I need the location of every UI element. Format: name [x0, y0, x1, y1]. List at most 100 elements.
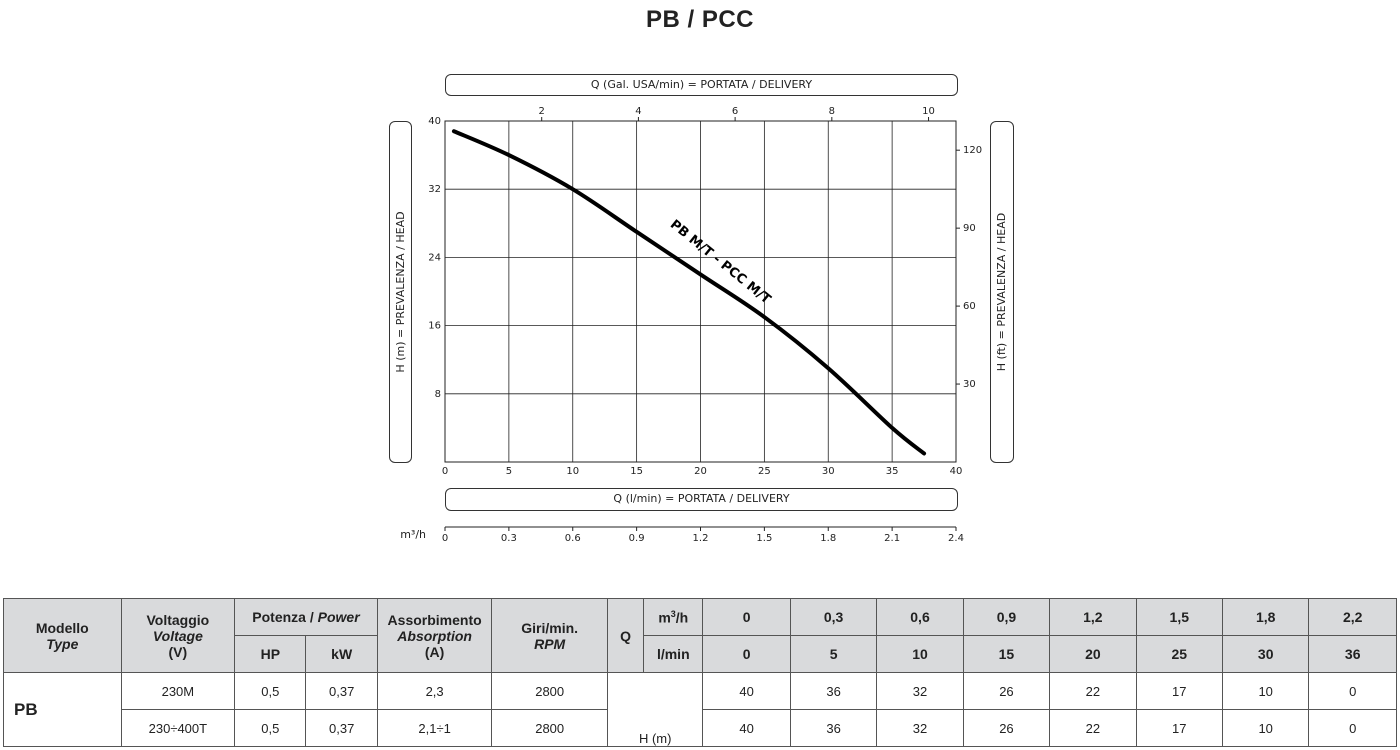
m3h-value: 1,8	[1221, 598, 1310, 636]
x-tick-label: 20	[694, 466, 707, 477]
m3h-tick-label: 1.2	[693, 533, 709, 544]
voltage-cell: 230÷400T	[120, 709, 236, 747]
kw-cell: 0,37	[305, 672, 378, 710]
m3h-tick-label: 0.6	[565, 533, 581, 544]
right-axis-label-box: H (ft) = PREVALENZA / HEAD	[990, 121, 1014, 463]
head-cell: 40	[702, 672, 791, 710]
left-axis-label-box: H (m) = PREVALENZA / HEAD	[389, 121, 412, 463]
right-tick-label: 90	[963, 223, 976, 234]
head-cell: 26	[962, 672, 1051, 710]
plot-frame	[444, 120, 957, 463]
m3h-value: 2,2	[1308, 598, 1397, 636]
kw-cell: 0,37	[305, 709, 378, 747]
rpm-cell: 2800	[491, 672, 608, 710]
top-tick-label: 10	[922, 106, 935, 117]
rpm-header: Giri/min. RPM	[491, 598, 608, 673]
m3h-value: 0,3	[789, 598, 878, 636]
m3h-value: 0	[702, 598, 791, 636]
x-tick-label: 5	[506, 466, 512, 477]
hp-header: HP	[234, 635, 307, 673]
lmin-value: 30	[1221, 635, 1310, 673]
head-cell: 36	[789, 709, 878, 747]
lmin-value: 25	[1135, 635, 1223, 673]
absorption-cell: 2,1÷1	[376, 709, 493, 747]
m3h-tick-label: 1.5	[756, 533, 772, 544]
head-cell: 10	[1221, 709, 1310, 747]
bottom-axis-label: Q (l/min) = PORTATA / DELIVERY	[613, 492, 790, 505]
y-tick-label: 40	[428, 116, 441, 127]
x-tick-label: 35	[886, 466, 899, 477]
top-tick-label: 4	[635, 106, 641, 117]
head-label-cell: H (m)	[606, 672, 704, 747]
top-axis-label-box: Q (Gal. USA/min) = PORTATA / DELIVERY	[445, 74, 958, 96]
hp-cell: 0,5	[234, 672, 307, 710]
lmin-value: 5	[789, 635, 878, 673]
page-title: PB / PCC	[645, 6, 754, 33]
top-tick-label: 8	[829, 106, 835, 117]
m3h-value: 1,2	[1049, 598, 1137, 636]
right-tick-label: 30	[963, 379, 976, 390]
m3h-value: 0,6	[876, 598, 964, 636]
m3h-tick-label: 0	[442, 533, 448, 544]
x-tick-label: 10	[566, 466, 579, 477]
head-cell: 36	[789, 672, 878, 710]
rpm-cell: 2800	[491, 709, 608, 747]
right-tick-label: 60	[963, 301, 976, 312]
head-cell: 26	[962, 709, 1051, 747]
head-cell: 0	[1308, 709, 1397, 747]
m3h-axis-label: m³/h	[400, 528, 426, 541]
bottom-axis-label-box: Q (l/min) = PORTATA / DELIVERY	[445, 488, 958, 511]
head-cell: 17	[1135, 709, 1223, 747]
lmin-value: 36	[1308, 635, 1397, 673]
lmin-value: 0	[702, 635, 791, 673]
kw-header: kW	[305, 635, 378, 673]
x-tick-label: 15	[630, 466, 643, 477]
y-tick-label: 16	[428, 321, 441, 332]
y-tick-label: 24	[428, 252, 441, 263]
head-cell: 17	[1135, 672, 1223, 710]
m3h-tick-label: 0.3	[501, 533, 517, 544]
table-row: 230÷400T 0,5 0,37 2,1÷1 2800 40 36 32 26…	[4, 709, 1397, 747]
top-tick-label: 2	[539, 106, 545, 117]
table-header-row-1: Modello Type Voltaggio Voltage (V) Potenza …	[3, 598, 1397, 673]
head-cell: 0	[1308, 672, 1397, 710]
lmin-value: 20	[1049, 635, 1137, 673]
head-cell: 22	[1049, 672, 1137, 710]
performance-table: Modello Type Voltaggio Voltage (V) Potenza …	[3, 598, 1397, 747]
m3h-tick-label: 1.8	[820, 533, 836, 544]
absorption-cell: 2,3	[376, 672, 493, 710]
head-cell: 10	[1221, 672, 1310, 710]
x-tick-label: 0	[442, 466, 448, 477]
right-tick-label: 120	[963, 145, 982, 156]
head-cell: 40	[702, 709, 791, 747]
x-tick-label: 25	[758, 466, 771, 477]
head-cell: 32	[876, 709, 964, 747]
lmin-value: 15	[962, 635, 1051, 673]
m3h-header: m3/h	[643, 598, 704, 636]
m3h-value: 1,5	[1135, 598, 1223, 636]
hp-cell: 0,5	[234, 709, 307, 747]
model-header: Modello Type	[3, 598, 122, 673]
y-tick-label: 32	[428, 184, 441, 195]
voltage-cell: 230M	[120, 672, 236, 710]
x-tick-label: 30	[822, 466, 835, 477]
table-header-row-2: HP kW l/min 0 5 10 15 20 25 30 36	[4, 635, 1397, 673]
m3h-tick-label: 2.1	[884, 533, 900, 544]
top-tick-label: 6	[732, 106, 738, 117]
series-line	[451, 129, 927, 456]
lmin-value: 10	[876, 635, 964, 673]
absorption-header: Assorbimento Absorption (A)	[376, 598, 493, 673]
head-cell: 22	[1049, 709, 1137, 747]
model-name: PB	[3, 672, 122, 747]
table-row: PB 230M 0,5 0,37 2,3 2800 H (m) 40 36 32…	[3, 672, 1397, 747]
lmin-header: l/min	[643, 635, 704, 673]
voltage-header: Voltaggio Voltage (V)	[120, 598, 236, 673]
m3h-value: 0,9	[962, 598, 1051, 636]
m3h-tick-label: 0.9	[629, 533, 645, 544]
m3h-tick-label: 2.4	[948, 533, 964, 544]
q-header: Q	[606, 598, 645, 673]
head-cell: 32	[876, 672, 964, 710]
y-tick-label: 8	[435, 389, 441, 400]
power-header: Potenza / Power	[234, 598, 378, 636]
